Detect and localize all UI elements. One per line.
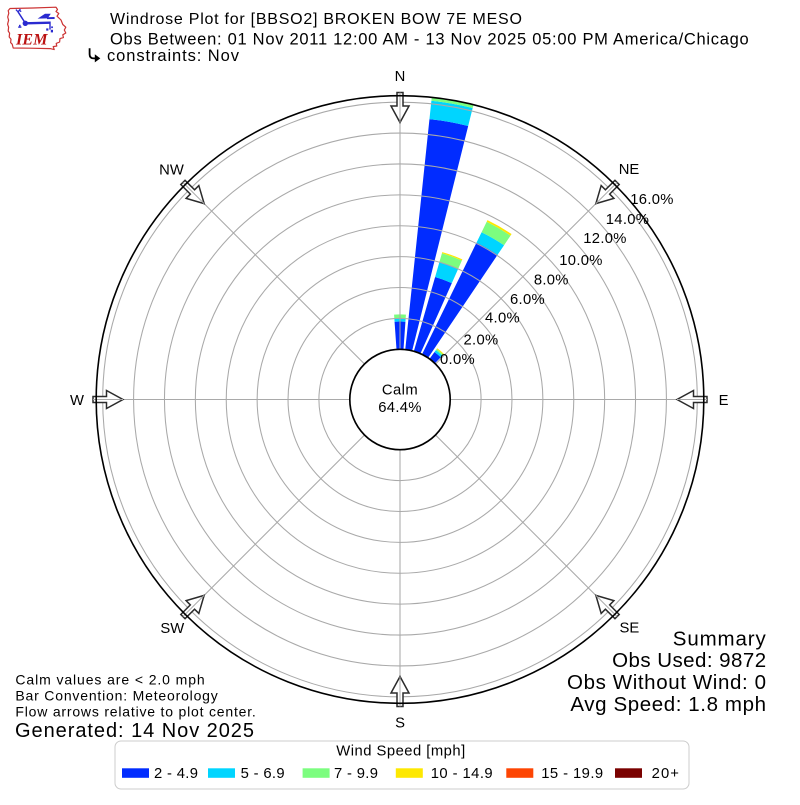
svg-text:NW: NW [159, 163, 184, 179]
svg-text:Summary: Summary [673, 627, 767, 650]
svg-text:SW: SW [160, 621, 184, 637]
svg-text:Obs Used: 9872: Obs Used: 9872 [612, 649, 766, 672]
svg-text:15 - 19.9: 15 - 19.9 [541, 766, 603, 782]
svg-text:constraints: Nov: constraints: Nov [107, 47, 240, 65]
svg-text:Calm values are < 2.0 mph: Calm values are < 2.0 mph [15, 671, 205, 687]
svg-text:5 - 6.9: 5 - 6.9 [241, 766, 285, 782]
svg-text:Obs Without Wind: 0: Obs Without Wind: 0 [567, 671, 767, 694]
svg-text:E: E [719, 393, 729, 409]
svg-text:Bar Convention: Meteorology: Bar Convention: Meteorology [15, 688, 218, 704]
svg-text:Flow arrows relative to plot c: Flow arrows relative to plot center. [15, 703, 256, 719]
svg-text:Windrose Plot for [BBSO2] BROK: Windrose Plot for [BBSO2] BROKEN BOW 7E … [110, 11, 523, 28]
svg-text:2 - 4.9: 2 - 4.9 [154, 766, 198, 782]
svg-text:IEM: IEM [15, 31, 48, 48]
svg-text:14.0%: 14.0% [606, 212, 649, 228]
svg-text:SE: SE [620, 621, 640, 637]
svg-text:NE: NE [619, 162, 640, 178]
svg-text:S: S [395, 716, 405, 732]
svg-text:W: W [70, 393, 84, 409]
svg-text:7 - 9.9: 7 - 9.9 [334, 766, 378, 782]
svg-text:10.0%: 10.0% [559, 253, 602, 269]
svg-text:Generated: 14 Nov 2025: Generated: 14 Nov 2025 [15, 720, 255, 742]
svg-text:8.0%: 8.0% [534, 273, 569, 289]
svg-text:Avg Speed: 1.8 mph: Avg Speed: 1.8 mph [570, 693, 766, 716]
svg-text:N: N [395, 69, 406, 85]
svg-text:2.0%: 2.0% [464, 333, 499, 349]
svg-text:Wind Speed [mph]: Wind Speed [mph] [336, 744, 465, 760]
svg-text:6.0%: 6.0% [510, 292, 545, 308]
svg-text:0.0%: 0.0% [440, 352, 475, 368]
svg-text:4.0%: 4.0% [485, 311, 520, 327]
svg-text:Calm: Calm [382, 383, 418, 399]
svg-text:Obs Between: 01 Nov 2011 12:00: Obs Between: 01 Nov 2011 12:00 AM - 13 N… [110, 30, 749, 48]
svg-text:10 - 14.9: 10 - 14.9 [431, 766, 493, 782]
svg-text:20+: 20+ [652, 766, 681, 782]
svg-text:12.0%: 12.0% [583, 231, 626, 247]
svg-text:16.0%: 16.0% [630, 192, 673, 208]
svg-text:64.4%: 64.4% [378, 400, 421, 416]
